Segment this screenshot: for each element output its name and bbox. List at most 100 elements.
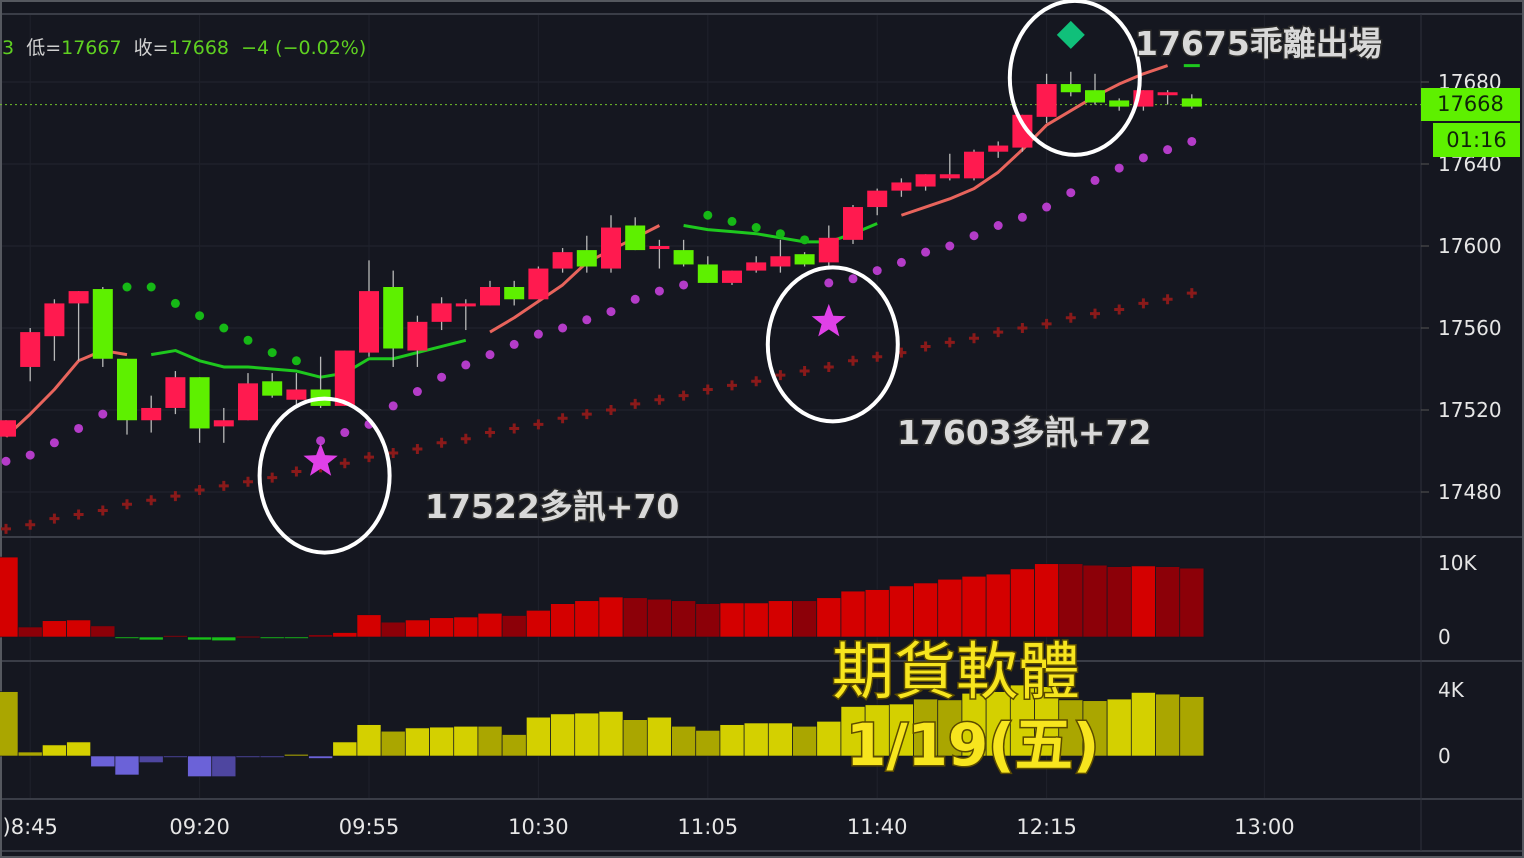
oscillator-bar (671, 725, 696, 757)
volume-bar (1155, 566, 1180, 638)
oscillator-bar (259, 755, 285, 758)
sar-dot-below (1090, 175, 1100, 185)
cross-point (1090, 308, 1100, 319)
sar-dot-below (654, 286, 664, 296)
candle-up (891, 182, 912, 191)
volume-bar (1131, 565, 1156, 638)
ohlc-legend: 3 低=17667 收=17668 −4 (−0.02%) (2, 33, 366, 60)
volume-bar (1058, 563, 1084, 638)
sar-dot-below (1017, 212, 1027, 222)
sar-dot-below (412, 387, 422, 397)
oscillator-bar (42, 744, 67, 757)
oscillator-bar (1106, 698, 1132, 757)
time-tick-label: 13:00 (1234, 815, 1295, 839)
candle-up (770, 256, 791, 267)
candle-down (189, 377, 210, 429)
cross-point (509, 423, 520, 434)
sar-dot-below (25, 450, 35, 460)
candle-up (843, 207, 863, 240)
oscillator-bar (574, 712, 600, 757)
volume-bar (114, 636, 140, 639)
oscillator-bar (719, 724, 745, 757)
volume-bar (598, 596, 624, 638)
volume-tick-label: 4K (1438, 678, 1465, 702)
volume-bar (1179, 567, 1205, 638)
cross-point (218, 480, 229, 491)
annotation-signal-2: 17603多訊+72 (897, 413, 1151, 452)
cross-point (775, 370, 786, 381)
candle-up (141, 407, 162, 421)
candle-up (1012, 114, 1033, 148)
oscillator-bar (622, 719, 648, 757)
sar-dot-below (388, 401, 398, 411)
volume-bar (574, 600, 600, 638)
oscillator-bar (1155, 693, 1180, 757)
cross-point (1065, 312, 1076, 323)
cross-point (654, 394, 665, 405)
cross-point (1138, 298, 1149, 309)
cross-point (993, 327, 1004, 338)
cross-point (267, 472, 278, 483)
candle-up (238, 383, 258, 421)
price-tick-label: 17520 (1438, 398, 1502, 422)
candle-down (1085, 90, 1105, 103)
cross-point (533, 419, 544, 430)
volume-bar (501, 615, 527, 638)
volume-bar (1010, 568, 1035, 638)
candle-up (939, 174, 960, 179)
price-tick-label: 17600 (1438, 234, 1502, 258)
star-marker-icon (303, 443, 338, 476)
volume-bar (526, 610, 551, 638)
star-marker-icon (811, 303, 846, 337)
candle-down (625, 225, 646, 251)
volume-bar (961, 576, 987, 638)
time-tick-label: 10:30 (508, 815, 569, 839)
oscillator-bar (405, 727, 430, 757)
sar-dot-below (921, 247, 931, 257)
oscillator-bar (453, 725, 479, 757)
candle-down (383, 287, 404, 349)
time-tick-label: 12:15 (1016, 815, 1077, 839)
sar-dot-below (1066, 188, 1076, 198)
candle-up (165, 377, 186, 408)
cross-point (1162, 294, 1173, 305)
volume-bar (259, 636, 285, 639)
candle-up (334, 350, 355, 406)
oscillator-bar (380, 730, 406, 757)
cross-point (678, 390, 689, 401)
highlight-circle (765, 265, 900, 424)
oscillator-bar (429, 726, 454, 757)
volume-bar (816, 597, 842, 638)
cross-point (49, 513, 60, 524)
sar-dot-below (485, 350, 495, 360)
volume-bar (429, 617, 454, 638)
sar-dots (1, 136, 1197, 466)
sar-dot-below (896, 257, 906, 267)
volume-bar (1106, 566, 1132, 638)
candle-down (1109, 100, 1130, 107)
candle-up (44, 303, 65, 337)
sar-dot-below (824, 278, 834, 288)
oscillator-bar (1179, 696, 1205, 757)
oscillator-bar (356, 724, 382, 757)
sar-dot-below (1114, 163, 1124, 173)
oscillator-bar (743, 722, 769, 757)
annotation-signal-1: 17522多訊+70 (425, 487, 679, 526)
candle-up (746, 262, 767, 271)
oscillator-bar (308, 755, 333, 759)
sar-dot-above (727, 216, 737, 226)
candle-up (213, 420, 234, 427)
cross-point (364, 452, 374, 463)
cross-point (460, 433, 471, 444)
cross-point (581, 409, 592, 420)
cross-point (291, 466, 302, 477)
volume-bar (235, 635, 261, 639)
watermark-date: 1/19(五) (846, 711, 1099, 779)
candle-up (722, 270, 742, 283)
volume-tick-label: 0 (1438, 625, 1451, 649)
volume-bar (477, 613, 503, 638)
volume-bar (66, 619, 91, 638)
volume-bar (1082, 564, 1108, 638)
